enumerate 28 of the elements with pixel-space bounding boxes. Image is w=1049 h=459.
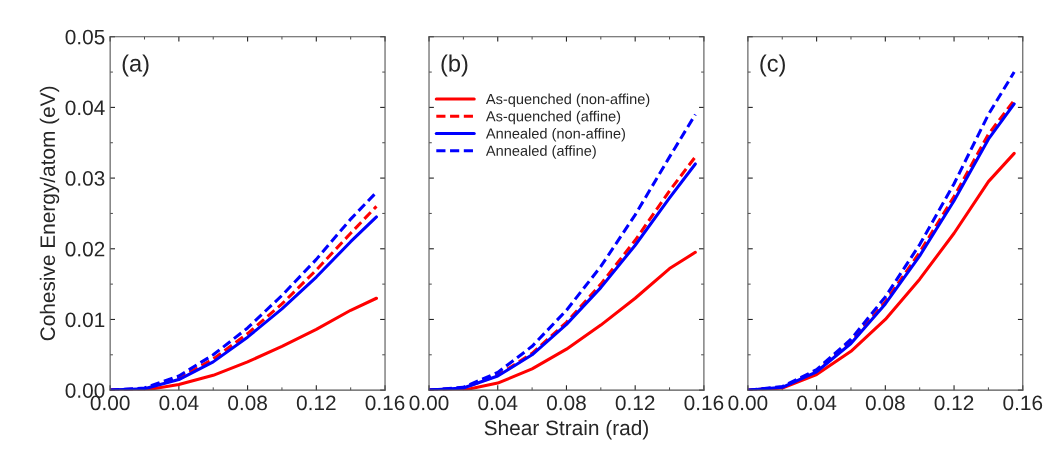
x-tick-label: 0.12 [615,395,655,411]
x-tick-label: 0.04 [159,395,199,411]
annotation: (a) [122,54,149,77]
x-tick-label: 0.00 [409,395,449,411]
annotation: (c) [760,54,785,77]
y-tick-label: 0.04 [65,100,105,116]
x-axis-title: Shear Strain (rad) [484,419,648,440]
legend-label: Annealed (affine) [485,145,596,159]
x-tick-label: 0.04 [478,395,518,411]
legend-label: Annealed (non-affine) [485,127,625,142]
x-tick-label: 0.16 [1003,395,1043,411]
x-tick-label: 0.08 [228,395,267,411]
y-tick-label: 0.03 [65,171,105,186]
legend-label: As-quenched (affine) [485,110,621,125]
y-axis-title: Cohesive Energy/atom (eV) [39,86,60,341]
y-tick-label: 0.01 [65,312,105,328]
x-tick-label: 0.16 [684,395,724,411]
y-tick-label: 0.05 [65,29,105,45]
x-tick-label: 0.08 [865,395,905,411]
x-tick-label: 0.12 [934,395,974,411]
legend-label: As-quenched (non-affine) [485,93,650,108]
x-tick-label: 0.08 [547,395,586,411]
x-tick-label: 0.00 [728,395,768,411]
x-tick-label: 0.16 [365,395,405,411]
x-tick-label: 0.04 [797,395,837,411]
x-tick-label: 0.12 [296,395,336,411]
annotation: (b) [441,54,468,77]
y-tick-label: 0.02 [65,241,105,257]
